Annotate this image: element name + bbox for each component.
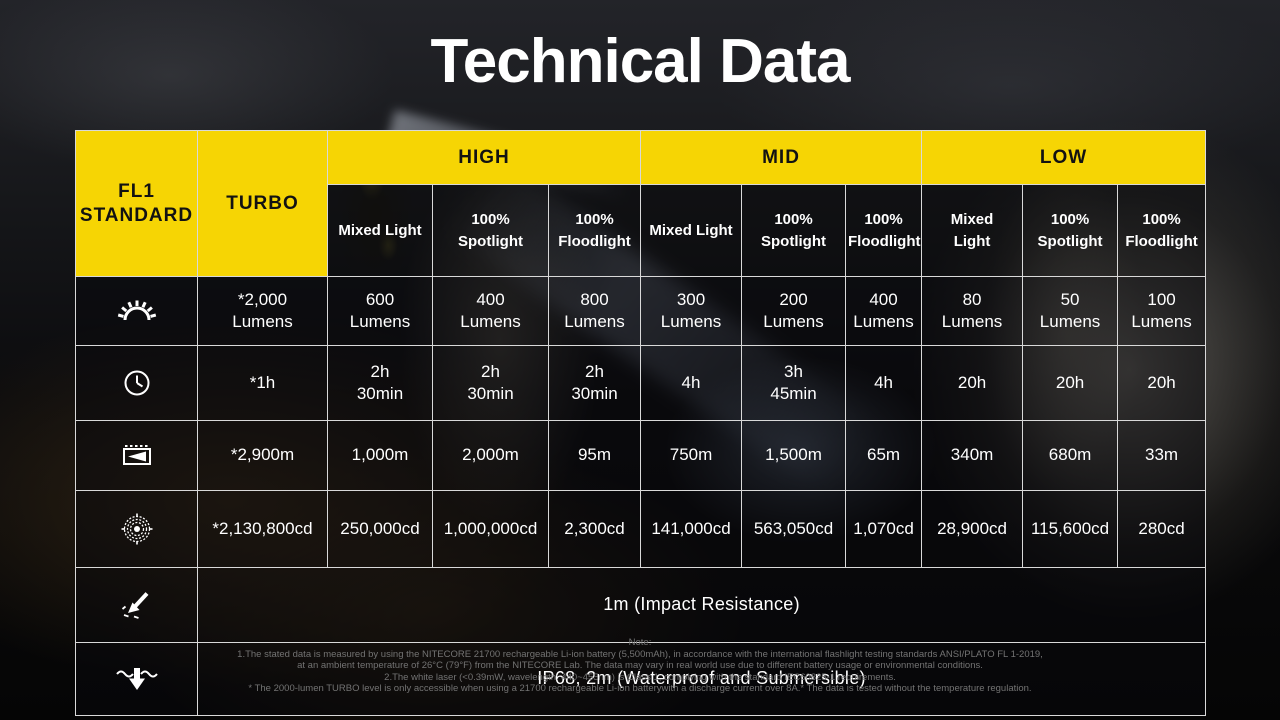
header-sub-row: Mixed Light 100% Spotlight 100% Floodlig… — [76, 184, 1207, 277]
data-cell: 20h — [1117, 345, 1207, 422]
data-cell: 141,000cd — [640, 489, 743, 568]
data-cell: 2h 30min — [547, 345, 642, 422]
subheader-mid-floodlight: 100% Floodlight — [845, 184, 923, 277]
table-row-waterproof: IP68, 2m (Waterproof and Submersible) — [75, 641, 1207, 717]
subheader-mid-mixed: Mixed Light — [640, 184, 743, 277]
header-group-low: LOW — [921, 130, 1207, 185]
data-cell: 2h 30min — [432, 345, 549, 422]
data-cell: 1,500m — [741, 420, 847, 491]
data-cell: 1,000m — [327, 420, 433, 491]
notes-heading: Note: — [628, 637, 652, 648]
spec-table: FL1 STANDARD TURBO HIGH MID LOW Mixed Li… — [75, 130, 1207, 717]
data-cell: *2,000 Lumens — [197, 275, 328, 347]
beam-distance-icon-cell — [75, 420, 198, 491]
beam-intensity-icon — [121, 513, 152, 545]
data-cell: 4h — [845, 345, 923, 422]
note-line: * The 2000-lumen TURBO level is only acc… — [248, 683, 1032, 694]
data-cell: 2,000m — [432, 420, 549, 491]
data-cell: 1,070cd — [845, 489, 923, 568]
data-cell: 300 Lumens — [640, 275, 743, 347]
beam-intensity-icon-cell — [75, 489, 198, 568]
waterproof-icon-cell — [75, 641, 198, 717]
data-cell: 250,000cd — [327, 489, 433, 568]
data-cell: 340m — [921, 420, 1024, 491]
data-cell: 680m — [1022, 420, 1119, 491]
header-fl1-standard: FL1 STANDARD — [75, 130, 198, 277]
data-cell: 80 Lumens — [921, 275, 1024, 347]
brightness-icon — [117, 300, 156, 321]
table-row-impact-resistance: 1m (Impact Resistance) — [75, 566, 1207, 643]
data-cell: 95m — [547, 420, 642, 491]
notes: Note: 1.The stated data is measured by u… — [0, 637, 1280, 695]
note-line: 1.The stated data is measured by using t… — [237, 648, 1043, 660]
data-cell: *2,130,800cd — [197, 489, 328, 568]
impact-resistance-icon — [121, 591, 148, 619]
subheader-low-spotlight: 100% Spotlight — [1022, 184, 1119, 277]
data-cell: 200 Lumens — [741, 275, 847, 347]
data-cell: 28,900cd — [921, 489, 1024, 568]
runtime-icon-cell — [75, 345, 198, 422]
note-line: at an ambient temperature of 26°C (79°F)… — [297, 660, 983, 671]
header-turbo: TURBO — [197, 130, 328, 277]
subheader-low-floodlight: 100% Floodlight — [1117, 184, 1207, 277]
data-cell: 33m — [1117, 420, 1207, 491]
beam-distance-icon — [122, 445, 151, 466]
data-cell: 400 Lumens — [845, 275, 923, 347]
impact-resistance-icon-cell — [75, 566, 198, 643]
data-cell: 400 Lumens — [432, 275, 549, 347]
data-cell: 2,300cd — [547, 489, 642, 568]
data-cell: 115,600cd — [1022, 489, 1119, 568]
data-cell: 3h 45min — [741, 345, 847, 422]
header-group-mid: MID — [640, 130, 923, 185]
data-cell: 100 Lumens — [1117, 275, 1207, 347]
data-cell: 20h — [921, 345, 1024, 422]
subheader-mid-spotlight: 100% Spotlight — [741, 184, 847, 277]
subheader-high-spotlight: 100% Spotlight — [432, 184, 549, 277]
header-group-high: HIGH — [326, 130, 642, 185]
data-cell: 800 Lumens — [547, 275, 642, 347]
data-cell: 4h — [640, 345, 743, 422]
data-cell: 1,000,000cd — [432, 489, 549, 568]
data-cell: 2h 30min — [327, 345, 433, 422]
data-cell: *2,900m — [197, 420, 328, 491]
waterproof-icon — [115, 668, 158, 691]
subheader-high-floodlight: 100% Floodlight — [547, 184, 642, 277]
data-cell: 563,050cd — [741, 489, 847, 568]
page-title: Technical Data — [430, 27, 850, 96]
data-cell: 50 Lumens — [1022, 275, 1119, 347]
header-group-row: FL1 STANDARD TURBO HIGH MID LOW — [75, 130, 1207, 277]
subheader-low-mixed: Mixed Light — [921, 184, 1024, 277]
waterproof-value: IP68, 2m (Waterproof and Submersible) — [196, 641, 1207, 717]
data-cell: 65m — [845, 420, 923, 491]
data-cell: 750m — [640, 420, 743, 491]
note-line: 2.The white laser (<0.39mW, wavelength: … — [384, 671, 896, 683]
data-cell: 600 Lumens — [327, 275, 433, 347]
subheader-high-mixed: Mixed Light — [327, 184, 433, 277]
impact-resistance-value: 1m (Impact Resistance) — [196, 566, 1207, 643]
data-cell: 280cd — [1117, 489, 1207, 568]
table-row-beam-intensity: *2,130,800cd 250,000cd 1,000,000cd 2,300… — [75, 489, 1207, 568]
brightness-icon-cell — [75, 275, 198, 347]
data-cell: *1h — [197, 345, 328, 422]
table-row-beam-distance: *2,900m 1,000m 2,000m 95m 750m 1,500m 65… — [75, 420, 1207, 491]
table-row-runtime: *1h 2h 30min 2h 30min 2h 30min 4h 3h 45m… — [75, 345, 1207, 422]
table-row-brightness: *2,000 Lumens 600 Lumens 400 Lumens 800 … — [75, 275, 1207, 347]
runtime-icon — [124, 370, 149, 396]
data-cell: 20h — [1022, 345, 1119, 422]
